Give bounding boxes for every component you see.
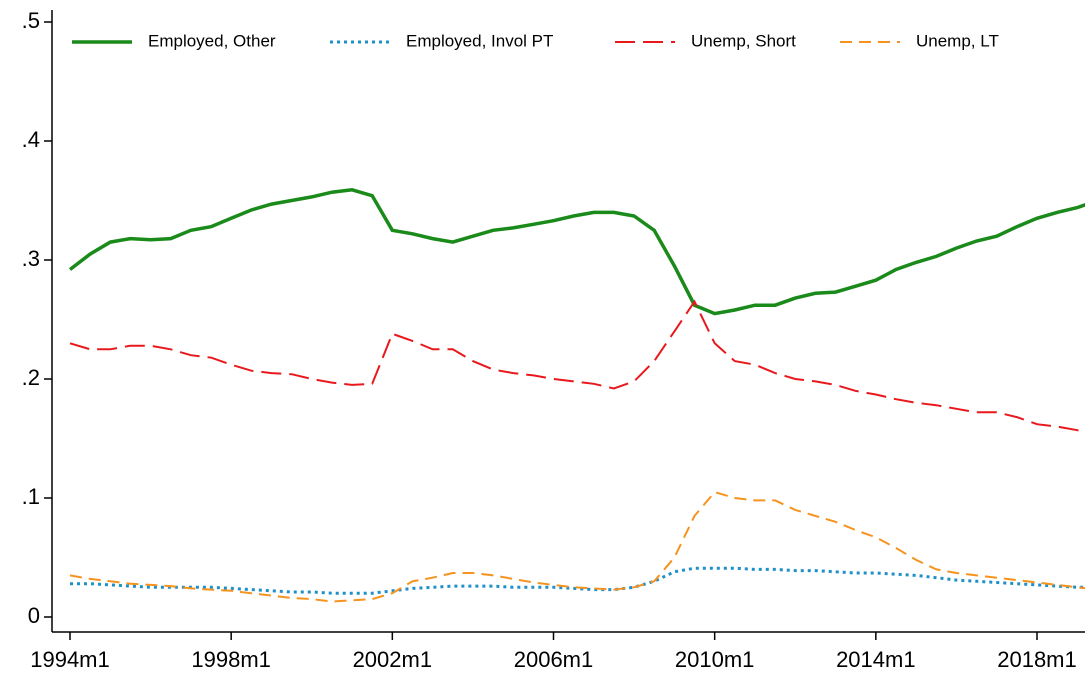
y-tick-label: 0	[28, 603, 40, 628]
x-tick-label: 2010m1	[675, 647, 755, 672]
legend-label: Employed, Other	[148, 31, 276, 50]
y-tick-label: .2	[22, 365, 40, 390]
x-tick-label: 2014m1	[836, 647, 916, 672]
series-line	[69, 490, 1085, 603]
y-tick-label: .3	[22, 246, 40, 271]
x-tick-label: 2002m1	[353, 647, 433, 672]
legend-label: Employed, Invol PT	[406, 31, 553, 50]
x-tick-label: 1994m1	[30, 647, 110, 672]
series-line	[69, 299, 1085, 434]
y-tick-label: .5	[22, 8, 40, 33]
legend-label: Unemp, LT	[916, 31, 999, 50]
series-line	[68, 188, 1085, 316]
legend-label: Unemp, Short	[691, 31, 796, 50]
x-tick-label: 1998m1	[191, 647, 271, 672]
y-tick-label: .1	[22, 484, 40, 509]
series-line	[70, 566, 1085, 595]
x-tick-label: 2018m1	[997, 647, 1077, 672]
x-tick-label: 2006m1	[514, 647, 594, 672]
y-tick-label: .4	[22, 127, 40, 152]
